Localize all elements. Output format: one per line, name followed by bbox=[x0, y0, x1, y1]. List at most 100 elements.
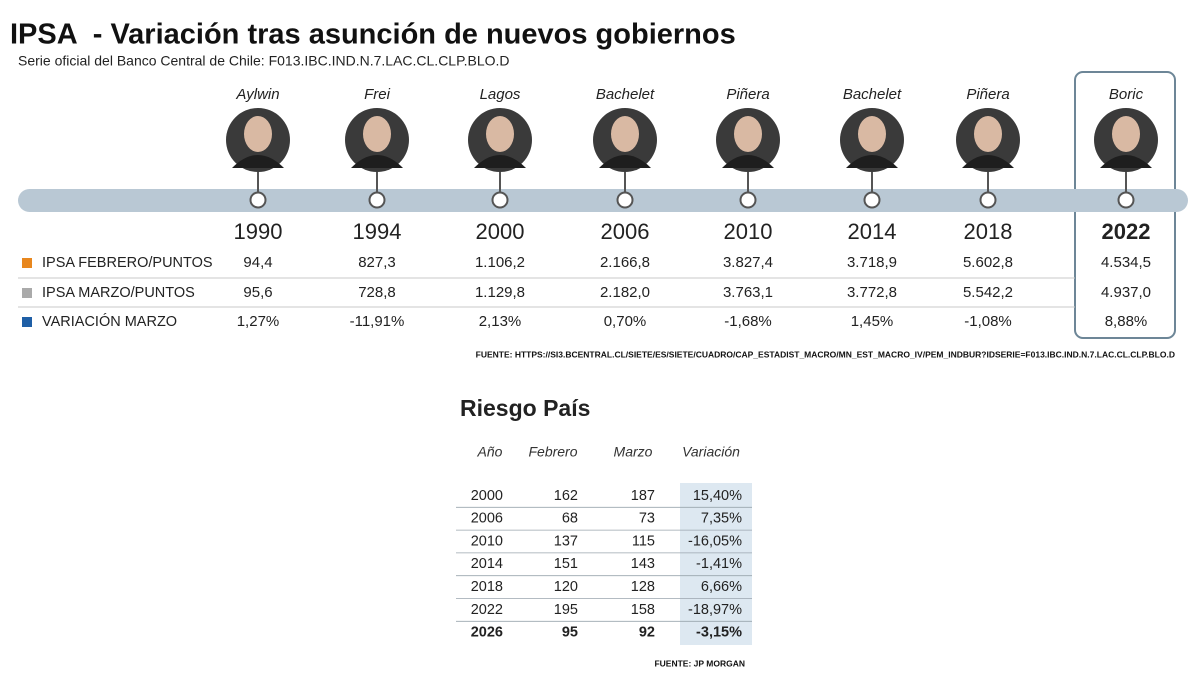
riesgo-cell: 73 bbox=[639, 511, 655, 527]
table-cell: 5.602,8 bbox=[963, 254, 1013, 271]
table-cell: 5.542,2 bbox=[963, 284, 1013, 301]
riesgo-cell: 2018 bbox=[471, 579, 503, 595]
table-cell: 2.182,0 bbox=[600, 284, 650, 301]
table-cell: -1,68% bbox=[724, 313, 772, 330]
year: 2018 bbox=[964, 219, 1013, 244]
riesgo-cell: 120 bbox=[554, 579, 578, 595]
riesgo-cell: 115 bbox=[632, 533, 655, 549]
portrait-body bbox=[351, 155, 403, 168]
row-label: IPSA FEBRERO/PUNTOS bbox=[42, 255, 213, 271]
riesgo-cell: 95 bbox=[562, 625, 578, 641]
table-cell: 3.763,1 bbox=[723, 284, 773, 301]
table-cell: 827,3 bbox=[358, 254, 396, 271]
table-cell: 1.106,2 bbox=[475, 254, 525, 271]
president-name: Piñera bbox=[726, 86, 769, 103]
table-cell: 2.166,8 bbox=[600, 254, 650, 271]
portrait-body bbox=[846, 155, 898, 168]
portrait-face bbox=[974, 116, 1002, 152]
riesgo-cell: 137 bbox=[554, 533, 578, 549]
riesgo-source: FUENTE: JP MORGAN bbox=[654, 658, 745, 668]
table-cell: 728,8 bbox=[358, 284, 396, 301]
timeline-node bbox=[863, 191, 881, 209]
year: 2014 bbox=[848, 219, 897, 244]
timeline-bar bbox=[18, 189, 1188, 212]
riesgo-title: Riesgo País bbox=[460, 395, 590, 421]
president-name: Aylwin bbox=[235, 86, 279, 103]
table-cell: 3.718,9 bbox=[847, 254, 897, 271]
timeline-node bbox=[739, 191, 757, 209]
table-cell: 94,4 bbox=[243, 254, 272, 271]
president-name: Boric bbox=[1109, 86, 1144, 103]
timeline-node bbox=[979, 191, 997, 209]
riesgo-cell: 158 bbox=[631, 602, 655, 618]
variation-shade bbox=[680, 483, 752, 645]
riesgo-cell: -1,41% bbox=[696, 556, 742, 572]
row-label: IPSA MARZO/PUNTOS bbox=[42, 285, 195, 301]
president-name: Bachelet bbox=[843, 86, 902, 103]
portrait-body bbox=[232, 155, 284, 168]
year: 2006 bbox=[601, 219, 650, 244]
timeline-node bbox=[368, 191, 386, 209]
portrait-body bbox=[474, 155, 526, 168]
timeline-node bbox=[1117, 191, 1135, 209]
timeline-node bbox=[249, 191, 267, 209]
riesgo-cell: 68 bbox=[562, 511, 578, 527]
riesgo-cell: -3,15% bbox=[696, 625, 742, 641]
portrait-face bbox=[363, 116, 391, 152]
row-marker bbox=[22, 317, 32, 327]
riesgo-cell: -16,05% bbox=[688, 533, 742, 549]
table-cell: 4.937,0 bbox=[1101, 284, 1151, 301]
table-cell: 0,70% bbox=[604, 313, 647, 330]
table-cell: 3.827,4 bbox=[723, 254, 773, 271]
riesgo-cell: 2010 bbox=[471, 533, 503, 549]
portrait-body bbox=[722, 155, 774, 168]
timeline-node bbox=[616, 191, 634, 209]
president-name: Piñera bbox=[966, 86, 1009, 103]
row-label: VARIACIÓN MARZO bbox=[42, 313, 177, 330]
riesgo-cell: 195 bbox=[554, 602, 578, 618]
portrait-body bbox=[962, 155, 1014, 168]
portrait-body bbox=[599, 155, 651, 168]
riesgo-cell: 2006 bbox=[471, 511, 503, 527]
table-cell: 1,27% bbox=[237, 313, 280, 330]
table-cell: 95,6 bbox=[243, 284, 272, 301]
year: 1994 bbox=[353, 219, 402, 244]
portrait-face bbox=[244, 116, 272, 152]
portrait-face bbox=[858, 116, 886, 152]
riesgo-cell: 15,40% bbox=[693, 488, 742, 504]
riesgo-cell: 151 bbox=[554, 556, 578, 572]
source: FUENTE: HTTPS://SI3.BCENTRAL.CL/SIETE/ES… bbox=[476, 349, 1175, 359]
president-name: Bachelet bbox=[596, 86, 655, 103]
table-cell: 1,45% bbox=[851, 313, 894, 330]
riesgo-cell: 92 bbox=[639, 625, 655, 641]
title: IPSA - Variación tras asunción de nuevos… bbox=[10, 19, 736, 51]
table-cell: -1,08% bbox=[964, 313, 1012, 330]
portrait-face bbox=[1112, 116, 1140, 152]
year: 2000 bbox=[476, 219, 525, 244]
table-cell: 4.534,5 bbox=[1101, 254, 1151, 271]
year: 2022 bbox=[1102, 219, 1151, 244]
riesgo-cell: 162 bbox=[554, 488, 578, 504]
table-cell: 1.129,8 bbox=[475, 284, 525, 301]
portrait-face bbox=[611, 116, 639, 152]
subtitle: Serie oficial del Banco Central de Chile… bbox=[18, 53, 510, 69]
president-name: Frei bbox=[364, 86, 391, 103]
riesgo-cell: -18,97% bbox=[688, 602, 742, 618]
table-cell: -11,91% bbox=[350, 313, 405, 330]
riesgo-header: Marzo bbox=[614, 444, 653, 460]
riesgo-header: Año bbox=[477, 444, 503, 460]
riesgo-cell: 2026 bbox=[471, 625, 503, 641]
year: 1990 bbox=[234, 219, 283, 244]
president-name: Lagos bbox=[480, 86, 521, 103]
riesgo-cell: 2014 bbox=[471, 556, 503, 572]
riesgo-cell: 128 bbox=[631, 579, 655, 595]
row-marker bbox=[22, 258, 32, 268]
table-cell: 2,13% bbox=[479, 313, 522, 330]
portrait-face bbox=[486, 116, 514, 152]
portrait-face bbox=[734, 116, 762, 152]
year: 2010 bbox=[724, 219, 773, 244]
table-cell: 3.772,8 bbox=[847, 284, 897, 301]
riesgo-cell: 187 bbox=[631, 488, 655, 504]
